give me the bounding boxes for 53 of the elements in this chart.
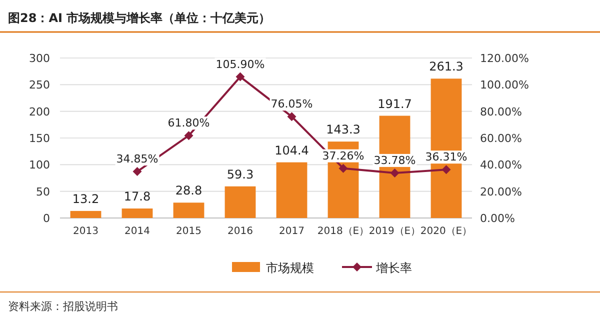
- y2-tick-label: 120.00%: [480, 52, 529, 65]
- point: [390, 168, 400, 178]
- x-tick-label: 2017: [279, 226, 304, 237]
- data-label: 13.2: [72, 192, 100, 206]
- point: [287, 112, 296, 122]
- point: [442, 165, 451, 174]
- y2-tick-label: 60.00%: [480, 132, 522, 145]
- x-tick-label: 2018（E）: [317, 226, 370, 237]
- data-label: 191.7: [378, 96, 412, 111]
- y-tick-label: 250: [29, 78, 50, 92]
- data-label: 37.26%: [322, 149, 364, 162]
- x-tick-label: 2013: [73, 226, 98, 237]
- data-label: 143.3: [326, 122, 360, 137]
- data-label: 105.90%: [216, 58, 265, 71]
- y2-tick-label: 0.00%: [480, 212, 515, 225]
- data-label: 17.8: [124, 190, 151, 204]
- x-tick-label: 2014: [124, 226, 150, 237]
- y2-tick-label: 20.00%: [480, 185, 522, 198]
- y-tick-label: 300: [29, 52, 50, 65]
- chart-title: 图28：AI 市场规模与增长率（单位：十亿美元）: [8, 11, 271, 25]
- data-label: 261.3: [429, 60, 464, 74]
- point: [236, 72, 245, 82]
- bar: [224, 186, 256, 218]
- x-tick-label: 2016: [228, 226, 253, 237]
- y-tick-label: 200: [29, 105, 50, 118]
- bar: [173, 202, 204, 218]
- y-tick-label: 50: [36, 185, 50, 198]
- x-tick-label: 2019（E）: [368, 226, 421, 237]
- data-label: 61.80%: [168, 116, 210, 130]
- x-tick-label: 2015: [176, 226, 202, 237]
- data-label: 33.78%: [374, 154, 416, 167]
- y-tick-label: 100: [29, 158, 50, 172]
- bar: [70, 210, 102, 218]
- y-tick-label: 0: [43, 212, 50, 225]
- legend-label: 市场规模: [266, 261, 314, 275]
- bar: [276, 162, 308, 218]
- data-label: 104.4: [274, 143, 309, 158]
- point: [338, 164, 348, 173]
- bar: [122, 208, 153, 218]
- data-label: 36.31%: [425, 150, 468, 164]
- y2-tick-label: 80.00%: [480, 105, 522, 118]
- y2-tick-label: 40.00%: [480, 158, 522, 172]
- y2-tick-label: 100.00%: [480, 78, 529, 92]
- legend-label: 增长率: [375, 261, 412, 275]
- data-label: 76.05%: [270, 98, 313, 111]
- data-label: 59.3: [226, 167, 254, 182]
- x-tick-label: 2020（E）: [420, 226, 472, 237]
- y-tick-label: 150: [29, 132, 50, 145]
- text: 资料来源：招股说明书: [8, 300, 118, 313]
- point: [132, 167, 142, 176]
- point: [184, 131, 194, 140]
- data-label: 34.85%: [116, 152, 158, 166]
- data-label: 28.8: [175, 184, 202, 198]
